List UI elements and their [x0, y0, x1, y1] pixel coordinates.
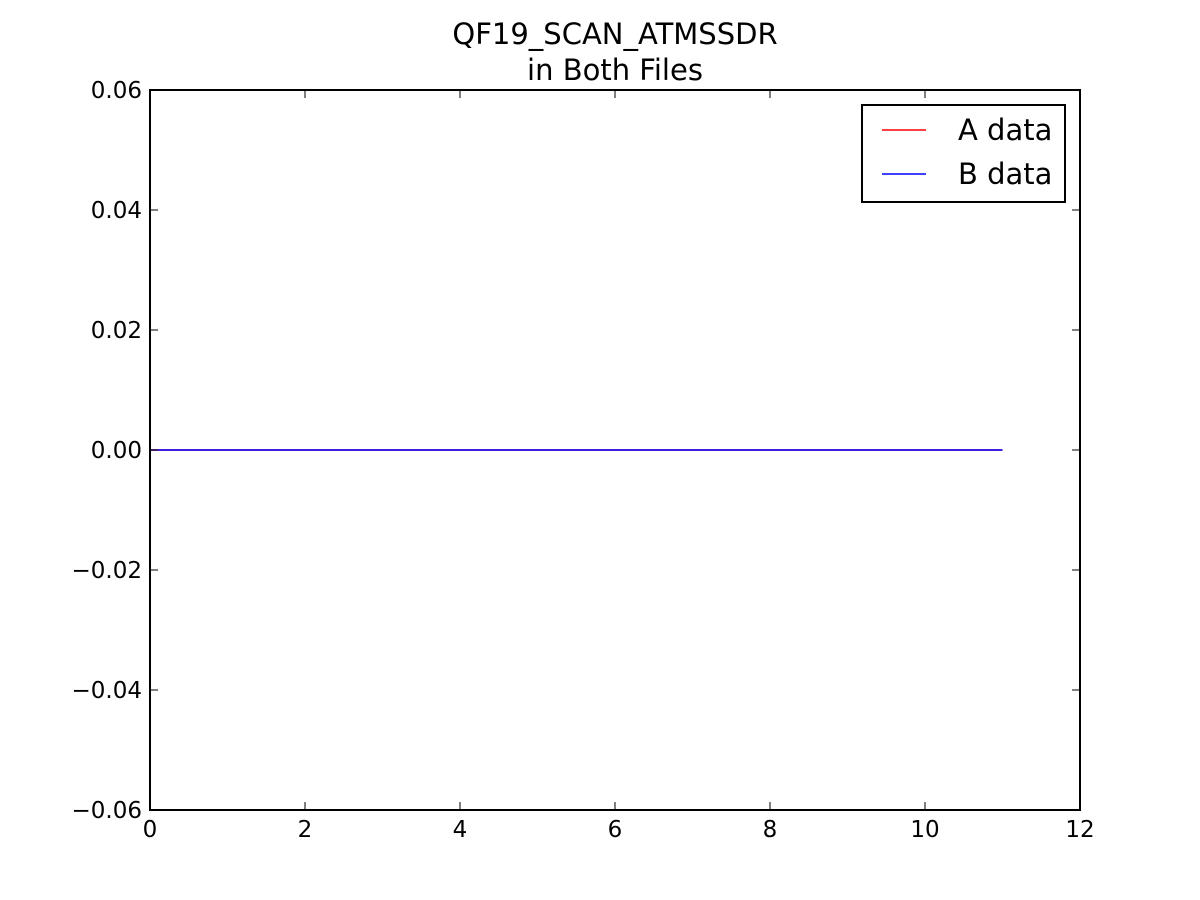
y-tick-label: 0.04 [91, 198, 142, 224]
x-tick-label: 4 [453, 817, 468, 843]
y-tick-label: −0.02 [72, 558, 142, 584]
x-tick-label: 10 [910, 817, 939, 843]
x-tick-label: 0 [143, 817, 158, 843]
x-tick-label: 12 [1065, 817, 1094, 843]
y-tick-label: 0.02 [91, 318, 142, 344]
legend-label-a: A data [958, 113, 1052, 147]
legend: A data B data [861, 104, 1066, 203]
chart-title: QF19_SCAN_ATMSSDR [452, 17, 778, 51]
y-tick-label: −0.06 [72, 798, 142, 824]
axis-ticks: 0 2 4 6 8 10 12 −0.06 −0.04 −0.02 0.00 0.02 0.04 0.06 [72, 78, 1095, 843]
x-tick-label: 2 [298, 817, 313, 843]
x-tick-label: 8 [763, 817, 778, 843]
y-tick-label: 0.00 [91, 438, 142, 464]
y-tick-label: 0.06 [91, 78, 142, 104]
legend-box [861, 104, 1066, 203]
legend-label-b: B data [958, 157, 1052, 191]
y-tick-label: −0.04 [72, 678, 142, 704]
x-tick-label: 6 [608, 817, 623, 843]
chart-subtitle: in Both Files [527, 53, 703, 87]
